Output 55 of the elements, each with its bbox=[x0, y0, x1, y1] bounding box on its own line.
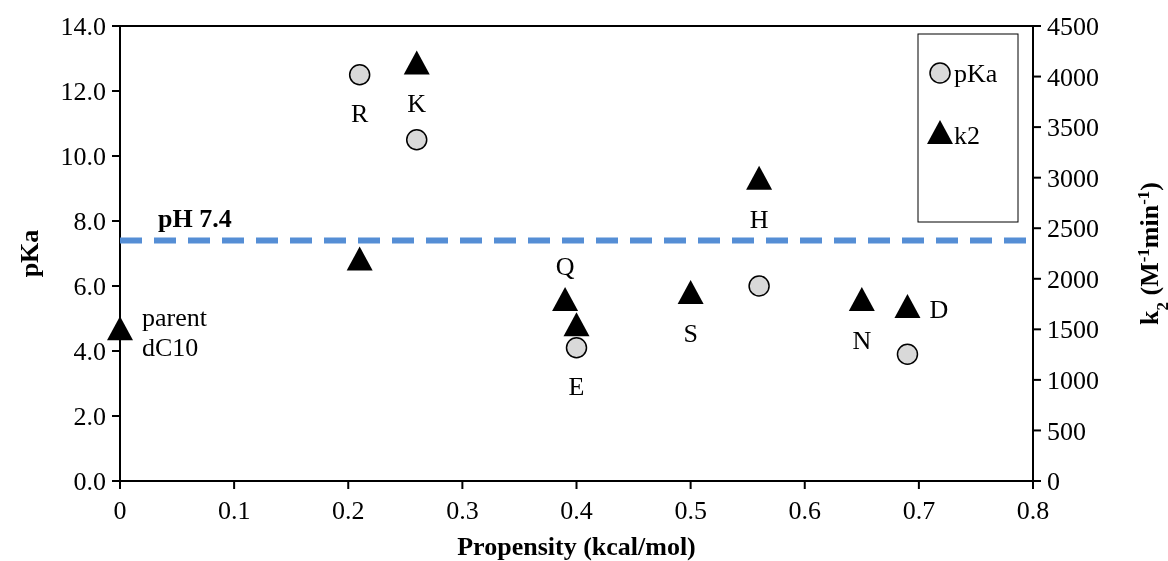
point bbox=[565, 337, 588, 359]
annotation: N bbox=[852, 326, 872, 356]
y-tick-label: 2.0 bbox=[73, 402, 106, 432]
y-tick-label: 14.0 bbox=[60, 12, 106, 42]
point bbox=[894, 294, 921, 319]
point bbox=[552, 287, 579, 312]
y-tick-label: 6.0 bbox=[73, 272, 106, 302]
x-tick-label: 0.7 bbox=[902, 496, 936, 525]
point bbox=[346, 246, 373, 271]
point bbox=[746, 165, 773, 190]
point bbox=[348, 64, 371, 86]
y2-tick-label: 4000 bbox=[1047, 62, 1099, 92]
point bbox=[677, 279, 704, 304]
y-tick-label: 10.0 bbox=[60, 142, 106, 172]
legend-label: k2 bbox=[954, 121, 980, 151]
y-axis-title: pKa bbox=[15, 229, 44, 278]
point bbox=[896, 343, 919, 365]
y2-tick-label: 1000 bbox=[1047, 365, 1099, 395]
annotation: Q bbox=[555, 252, 575, 282]
point bbox=[405, 129, 428, 151]
point bbox=[748, 275, 770, 297]
x-tick-label: 0.2 bbox=[332, 496, 365, 525]
y2-tick-label: 0 bbox=[1047, 467, 1060, 497]
y-tick-label: 0.0 bbox=[73, 467, 106, 497]
y-tick-label: 4.0 bbox=[73, 337, 106, 367]
x-tick-label: 0.3 bbox=[446, 496, 479, 525]
annotation: D bbox=[929, 295, 949, 325]
y2-tick-label: 500 bbox=[1047, 416, 1086, 446]
annotation: H bbox=[749, 204, 769, 234]
y2-tick-label: 3500 bbox=[1047, 113, 1099, 143]
y2-tick-label: 2500 bbox=[1047, 214, 1099, 244]
ref-line-label: pH 7.4 bbox=[158, 203, 232, 233]
legend-label: pKa bbox=[954, 59, 998, 89]
annotation: R bbox=[350, 98, 369, 128]
y2-tick-label: 4500 bbox=[1047, 12, 1099, 42]
x-tick-label: 0.4 bbox=[560, 496, 593, 525]
x-axis-title: Propensity (kcal/mol) bbox=[457, 532, 696, 561]
annotation: E bbox=[568, 371, 585, 401]
y-tick-label: 12.0 bbox=[60, 77, 106, 107]
annotation: K bbox=[407, 89, 427, 119]
x-tick-label: 0.1 bbox=[217, 496, 251, 525]
y2-tick-label: 2000 bbox=[1047, 264, 1099, 294]
x-tick-label: 0 bbox=[113, 496, 127, 525]
y2-tick-label: 1500 bbox=[1047, 315, 1099, 345]
point bbox=[403, 50, 430, 75]
point bbox=[563, 312, 590, 337]
point bbox=[107, 316, 133, 341]
x-tick-label: 0.6 bbox=[788, 496, 821, 525]
x-tick-label: 0.5 bbox=[674, 496, 707, 525]
annotation: S bbox=[683, 319, 698, 349]
point bbox=[848, 287, 875, 312]
annotation: parent dC10 bbox=[142, 302, 208, 362]
y2-tick-label: 3000 bbox=[1047, 163, 1099, 193]
x-tick-label: 0.8 bbox=[1016, 496, 1050, 525]
y-tick-label: 8.0 bbox=[73, 207, 106, 237]
